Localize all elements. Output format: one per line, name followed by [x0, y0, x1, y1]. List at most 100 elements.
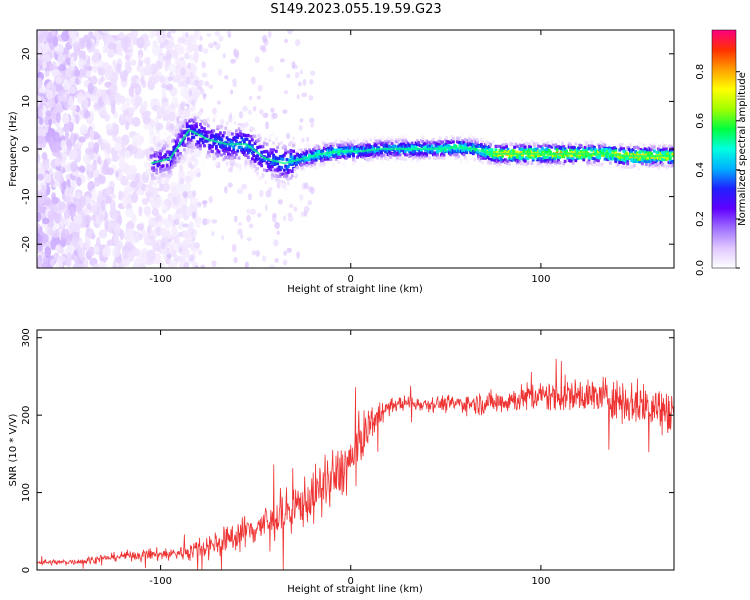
spectrogram-cell [118, 215, 123, 226]
spectrogram-cell [296, 251, 300, 259]
spectrogram-cell [161, 218, 169, 226]
spectrogram-cell [149, 181, 153, 185]
spectrogram-cell [284, 151, 288, 155]
spectrogram-cell [91, 188, 97, 201]
spectrogram-cell [481, 137, 485, 141]
spectrogram-cell [102, 163, 108, 173]
spectrogram-cell [92, 65, 98, 73]
spectrogram-cell [80, 196, 86, 203]
spectrogram-cell [64, 187, 73, 198]
spectrogram-cell [160, 149, 164, 153]
spectrogram-cell [167, 84, 173, 91]
spectrogram-cell [172, 74, 180, 83]
spectrogram-cell [578, 154, 582, 159]
spectrogram-cell [256, 145, 260, 150]
spectrogram-cell [519, 147, 523, 152]
spectrogram-cell [187, 148, 190, 152]
spectrogram-cell [215, 42, 221, 50]
spectrogram-cell [164, 132, 168, 137]
spectrogram-cell [313, 165, 317, 170]
spectrogram-cell [358, 135, 362, 139]
spectrogram-cell [438, 155, 442, 159]
spectrogram-cell [334, 139, 338, 143]
spectrogram-cell [252, 179, 256, 183]
spectrogram-cell [101, 92, 107, 103]
spectrogram-cell [222, 151, 226, 156]
spectrogram-cell [419, 148, 423, 153]
spectrogram-cell [115, 256, 123, 264]
spectrogram-cell [250, 138, 254, 142]
spectrogram-cell [268, 151, 272, 155]
spectrogram-cell [400, 160, 403, 164]
spectrogram-cell [638, 160, 642, 164]
spectrogram-cell [166, 31, 172, 39]
spectrogram-cell [369, 138, 373, 142]
spectrogram-cell [338, 136, 342, 141]
spectrogram-cell [248, 223, 254, 229]
spectrogram-cell [575, 156, 579, 161]
spectrogram-cell [514, 167, 518, 171]
spectrogram-cell [398, 156, 402, 161]
spectrogram-cell [620, 164, 624, 169]
spectrogram-cell [139, 253, 148, 265]
spectrogram-cell [143, 205, 152, 216]
spectrogram-cell [297, 148, 301, 152]
spectrogram-cell [308, 148, 311, 152]
spectrogram-cell [290, 156, 294, 160]
spectrogram-cell [454, 144, 458, 149]
spectrogram-cell [566, 154, 570, 158]
spectrogram-cell [537, 144, 540, 148]
spectrogram-cell [345, 156, 349, 160]
spectrogram-cell [75, 191, 82, 200]
spectrogram-cell [281, 157, 285, 161]
spectrogram-cell [183, 121, 186, 125]
spectrogram-cell [276, 145, 280, 149]
spectrogram-cell [257, 84, 263, 92]
spectrogram-cell [591, 156, 595, 161]
spectrogram-cell [115, 43, 122, 56]
spectrogram-cell [415, 160, 419, 165]
spectrogram-cell [220, 138, 224, 142]
spectrogram-cell [475, 150, 479, 154]
spectrogram-cell [193, 117, 197, 121]
spectrogram-cell [280, 141, 284, 145]
spectrogram-cell [308, 143, 311, 147]
spectrogram-cell [506, 159, 510, 164]
spectrogram-cell [273, 162, 277, 167]
spectrogram-cell [618, 143, 622, 147]
spectrogram-cell [82, 258, 89, 268]
spectrogram-cell [549, 163, 552, 167]
spectrogram-cell [245, 137, 249, 141]
spectrogram-cell [187, 162, 193, 168]
spectrogram-cell [647, 160, 651, 164]
spectrogram-cell [282, 183, 286, 187]
spectrogram-cell [475, 138, 479, 142]
spectrogram-cell [353, 159, 357, 163]
spectrogram-cell [134, 173, 140, 185]
spectrogram-cell [639, 147, 643, 152]
spectrogram-cell [152, 184, 156, 188]
spectrogram-cell [487, 148, 491, 152]
spectrogram-cell [652, 149, 656, 153]
spectrogram-cell [189, 71, 194, 80]
spectrogram-cell [284, 164, 288, 168]
spectrogram-cell [249, 134, 253, 139]
spectrogram-cell [269, 148, 273, 152]
spectrogram-cell [65, 67, 72, 78]
spectrogram-cell [388, 153, 391, 157]
spectrogram-cell [224, 146, 228, 151]
spectrogram-cell [37, 173, 45, 181]
spectrogram-cell [241, 183, 248, 190]
spectrogram-cell [491, 139, 495, 144]
spectrogram-cell [110, 193, 116, 200]
spectrogram-cell [421, 135, 425, 139]
spectrogram-cell [232, 147, 236, 152]
spectrogram-cell [471, 135, 475, 139]
spectrogram-cell [535, 141, 539, 146]
spectrogram-cell [566, 170, 570, 174]
snr-y-tick-label: 200 [21, 406, 32, 425]
spectrogram-cell [237, 221, 243, 227]
spectrogram-cell [165, 257, 169, 265]
spectrogram-cell [134, 137, 143, 147]
spectrogram-cell [473, 157, 477, 162]
